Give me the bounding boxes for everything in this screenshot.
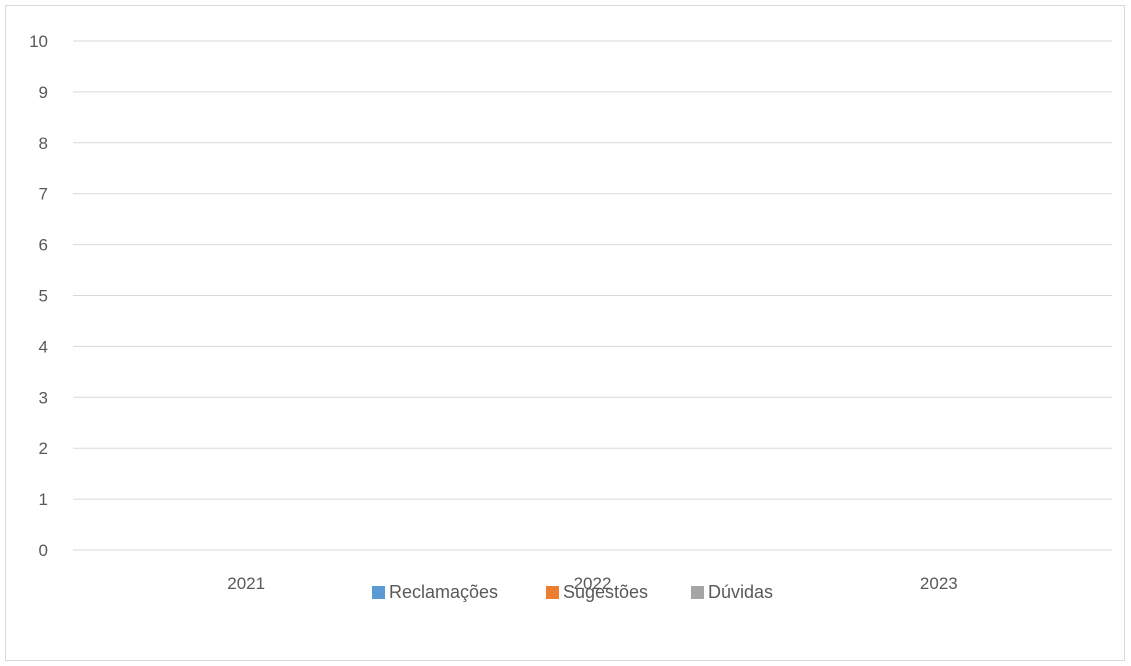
y-tick-label: 4 [39,337,48,356]
y-tick-label: 9 [39,83,48,102]
legend-label: Sugestões [563,582,648,602]
legend: Reclamações Sugestões Dúvidas [372,582,773,602]
x-tick-label: 2021 [227,574,265,593]
x-axis-ticks: 2021 2022 2023 [227,574,957,593]
y-tick-label: 3 [39,388,48,407]
y-tick-label: 0 [39,541,48,560]
y-tick-label: 1 [39,490,48,509]
y-tick-label: 5 [39,287,48,306]
x-tick-label: 2023 [920,574,958,593]
legend-swatch [691,586,704,599]
chart-container [5,5,1125,661]
y-tick-label: 8 [39,134,48,153]
gridlines [73,40,1112,500]
y-tick-label: 2 [39,439,48,458]
legend-label: Dúvidas [708,582,773,602]
legend-swatch [546,586,559,599]
y-tick-label: 6 [39,236,48,255]
legend-label: Reclamações [389,582,498,602]
y-tick-label: 10 [29,32,48,51]
legend-swatch [372,586,385,599]
y-tick-label: 7 [39,185,48,204]
x-tick-label: 2022 [574,574,612,593]
y-axis-ticks: 0 1 2 3 4 5 6 7 8 9 10 [29,32,48,560]
